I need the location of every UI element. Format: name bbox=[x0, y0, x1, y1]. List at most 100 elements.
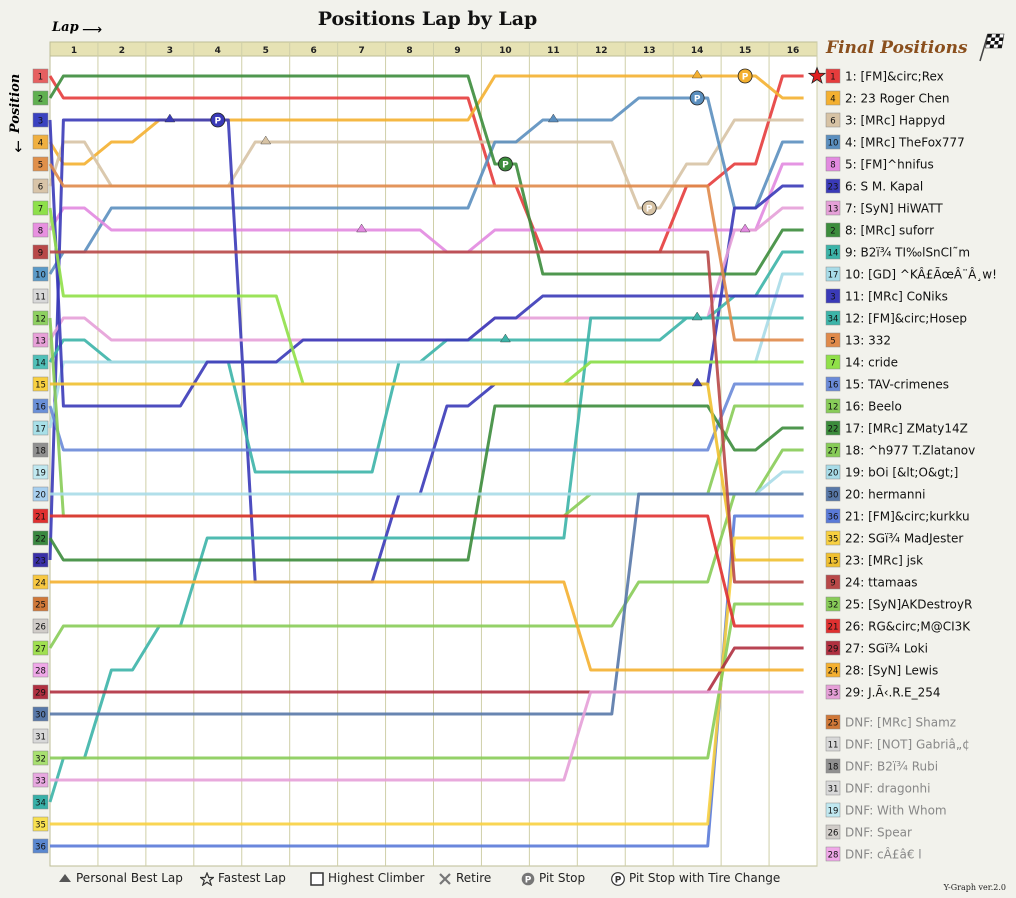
position-tick-label: 28 bbox=[35, 667, 46, 677]
lap-tick-label: 4 bbox=[215, 46, 221, 56]
personal-best-marker bbox=[691, 69, 703, 79]
final-start-label: 30 bbox=[828, 491, 839, 501]
position-tick-label: 18 bbox=[35, 447, 46, 457]
position-tick-label: 13 bbox=[35, 337, 46, 347]
final-position-entry: 3: [MRc] Happyd bbox=[845, 114, 945, 128]
driver-line bbox=[48, 74, 804, 276]
final-position-entry: 1: [FM]&circ;Rex bbox=[845, 70, 944, 84]
final-position-entry: 11: [MRc] CoNiks bbox=[845, 290, 948, 304]
final-position-entry: 28: [SyN] Lewis bbox=[845, 664, 938, 678]
final-position-entry: 4: [MRc] TheFox777 bbox=[845, 136, 965, 150]
lap-axis-label: Lap bbox=[52, 20, 79, 35]
final-position-entry: 7: [SyN] HiWATT bbox=[845, 202, 943, 216]
pit-stop-marker bbox=[737, 68, 753, 84]
position-tick-label: 15 bbox=[35, 381, 46, 391]
dnf-entry: DNF: cÂ£â€ l bbox=[845, 847, 922, 862]
position-tick-label: 9 bbox=[38, 249, 43, 259]
lap-tick-label: 1 bbox=[71, 46, 77, 56]
final-start-badge bbox=[825, 310, 841, 326]
final-start-label: 1 bbox=[830, 73, 835, 83]
final-start-badge bbox=[825, 662, 841, 678]
position-tick-label: 31 bbox=[35, 733, 46, 743]
final-start-badge bbox=[825, 486, 841, 502]
dnf-entry: DNF: Spear bbox=[845, 826, 912, 840]
position-tick-label: 8 bbox=[38, 227, 43, 237]
star-icon bbox=[198, 871, 216, 889]
position-badge bbox=[32, 684, 49, 700]
position-tick-label: 12 bbox=[35, 315, 46, 325]
final-position-entry: 13: 332 bbox=[845, 334, 891, 348]
position-badge bbox=[32, 178, 49, 194]
driver-line bbox=[48, 162, 804, 254]
driver-line bbox=[50, 250, 804, 584]
final-start-label: 22 bbox=[828, 425, 839, 435]
position-tick-label: 16 bbox=[35, 403, 46, 413]
position-tick-label: 35 bbox=[35, 821, 46, 831]
position-badge bbox=[32, 486, 49, 502]
arrow-down-icon: ↓ bbox=[12, 138, 25, 156]
final-start-badge bbox=[825, 530, 841, 546]
final-position-entry: 22: SGï¾ MadJester bbox=[845, 532, 963, 546]
dnf-start-badge bbox=[825, 736, 841, 752]
position-badge bbox=[32, 464, 49, 480]
position-tick-label: 36 bbox=[35, 843, 46, 853]
dnf-start-badge bbox=[825, 802, 841, 818]
final-start-badge bbox=[825, 112, 841, 128]
final-position-entry: 14: cride bbox=[845, 356, 898, 370]
position-badge bbox=[32, 134, 49, 150]
position-badge bbox=[32, 706, 49, 722]
dnf-start-label: 25 bbox=[828, 719, 839, 729]
dnf-entry: DNF: With Whom bbox=[845, 804, 947, 818]
position-tick-label: 33 bbox=[35, 777, 46, 787]
final-start-label: 4 bbox=[830, 95, 835, 105]
personal-best-marker bbox=[547, 113, 559, 123]
final-position-entry: 10: [GD] ^KÂ£ÃœÂ¨Â¸w! bbox=[845, 267, 997, 282]
final-position-entry: 29: J.Ã‹.R.E_254 bbox=[845, 685, 941, 700]
final-start-badge bbox=[825, 552, 841, 568]
final-start-badge bbox=[825, 178, 841, 194]
driver-line bbox=[48, 448, 804, 649]
position-tick-label: 2 bbox=[38, 95, 43, 105]
final-start-label: 24 bbox=[828, 667, 839, 677]
driver-line bbox=[50, 382, 804, 562]
final-start-label: 13 bbox=[828, 205, 839, 215]
final-position-entry: 5: [FM]^hnifus bbox=[845, 158, 934, 172]
dnf-start-label: 31 bbox=[828, 785, 839, 795]
final-position-entry: 6: S M. Kapal bbox=[845, 180, 923, 194]
position-badge bbox=[32, 794, 49, 810]
final-start-label: 9 bbox=[830, 579, 835, 589]
final-start-badge bbox=[825, 68, 841, 84]
personal-best-marker bbox=[260, 135, 272, 145]
legend-label: Retire bbox=[456, 871, 492, 885]
final-start-label: 35 bbox=[828, 535, 839, 545]
position-badge bbox=[32, 376, 49, 392]
position-badge bbox=[32, 420, 49, 436]
final-start-label: 32 bbox=[828, 601, 839, 611]
fastest-lap-star bbox=[807, 66, 827, 84]
lap-tick-label: 2 bbox=[119, 46, 125, 56]
lap-tick-label: 11 bbox=[547, 46, 560, 56]
lap-tick-label: 16 bbox=[787, 46, 800, 56]
personal-best-marker bbox=[691, 377, 703, 387]
final-positions-title: Final Positions bbox=[826, 38, 968, 58]
checkered-flag-icon bbox=[979, 33, 1005, 62]
dnf-start-badge bbox=[825, 846, 841, 862]
final-start-label: 36 bbox=[828, 513, 839, 523]
pit-stop-marker bbox=[498, 156, 513, 172]
final-position-entry: 12: [FM]&circ;Hosep bbox=[845, 312, 967, 326]
final-position-entry: 15: TAV-crimenes bbox=[845, 378, 949, 392]
dnf-start-badge bbox=[825, 780, 841, 796]
pit-stop-label: P bbox=[646, 205, 653, 215]
final-start-label: 29 bbox=[828, 645, 839, 655]
final-start-badge bbox=[825, 156, 841, 172]
driver-line bbox=[50, 536, 804, 826]
final-start-badge bbox=[825, 134, 841, 150]
final-start-label: 7 bbox=[830, 359, 835, 369]
position-badge bbox=[32, 398, 49, 414]
final-start-label: 3 bbox=[830, 293, 835, 303]
personal-best-marker bbox=[691, 311, 703, 321]
position-badge bbox=[32, 728, 49, 744]
lap-tick-label: 8 bbox=[406, 46, 412, 56]
position-tick-label: 7 bbox=[38, 205, 43, 215]
dnf-entry: DNF: dragonhi bbox=[845, 782, 930, 796]
